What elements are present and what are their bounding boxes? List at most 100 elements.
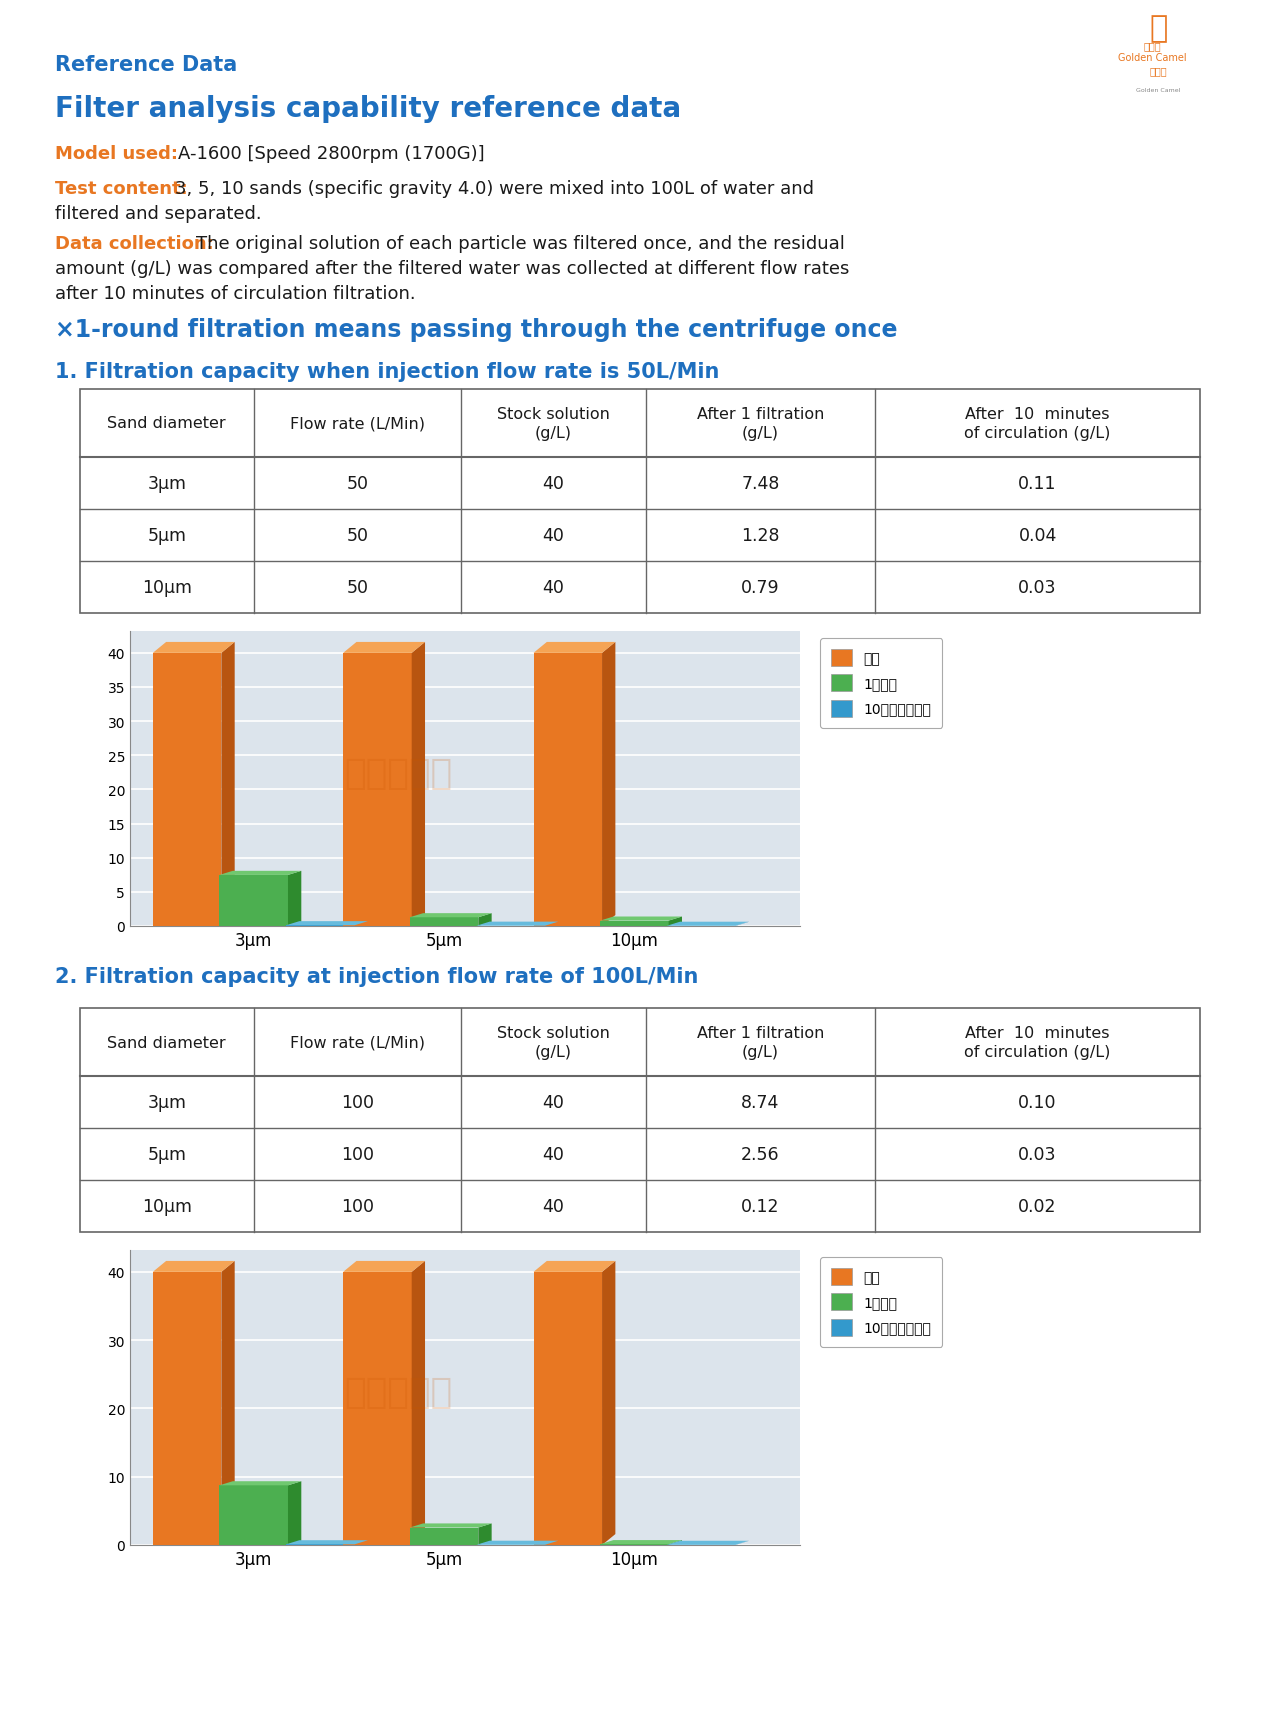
Text: 40: 40 [543,579,564,596]
Text: 100: 100 [340,1146,374,1163]
Polygon shape [410,1528,479,1546]
Text: 0.03: 0.03 [1019,1146,1057,1163]
Text: Test content:: Test content: [55,179,195,198]
Text: 2. Filtration capacity at injection flow rate of 100L/Min: 2. Filtration capacity at injection flow… [55,967,699,987]
Text: 50: 50 [346,476,369,493]
Text: 0.10: 0.10 [1019,1094,1057,1111]
Bar [79,389,1201,613]
Polygon shape [534,1272,602,1546]
Polygon shape [410,1523,492,1528]
Text: 0.12: 0.12 [741,1197,780,1215]
Legend: 原液, 1次过滤, 10分钟循环过滤: 原液, 1次过滤, 10分钟循环过滤 [820,1258,942,1347]
Polygon shape [545,1540,558,1546]
Text: 8.74: 8.74 [741,1094,780,1111]
Text: A-1600 [Speed 2800rpm (1700G)]: A-1600 [Speed 2800rpm (1700G)] [178,145,485,164]
Text: Flow rate (L/Min): Flow rate (L/Min) [289,417,425,431]
Legend: 原液, 1次过滤, 10分钟循环过滤: 原液, 1次过滤, 10分钟循环过滤 [820,639,942,729]
Polygon shape [735,1540,749,1546]
Text: 0.03: 0.03 [1019,579,1057,596]
Polygon shape [479,1523,492,1546]
Polygon shape [219,1485,288,1546]
Text: 常州金骆驼: 常州金骆驼 [344,756,452,791]
Text: 10μm: 10μm [142,1197,192,1215]
Polygon shape [355,1540,367,1546]
Text: Stock solution
(g/L): Stock solution (g/L) [497,407,609,441]
Polygon shape [152,1261,234,1272]
Polygon shape [221,1261,234,1546]
Polygon shape [602,643,616,927]
Text: 5μm: 5μm [147,1146,187,1163]
Polygon shape [343,1272,412,1546]
Polygon shape [667,922,749,927]
Text: 金骆驼
Golden Camel: 金骆驼 Golden Camel [1117,41,1187,62]
Text: 0.04: 0.04 [1019,527,1057,544]
Text: 100: 100 [340,1094,374,1111]
Polygon shape [476,1540,558,1546]
Text: 2.56: 2.56 [741,1146,780,1163]
Text: 常州金骆驼: 常州金骆驼 [344,1375,452,1409]
Text: amount (g/L) was compared after the filtered water was collected at different fl: amount (g/L) was compared after the filt… [55,260,850,277]
Text: 1.28: 1.28 [741,527,780,544]
Polygon shape [288,1482,301,1546]
Polygon shape [219,1482,301,1485]
Text: 40: 40 [543,1146,564,1163]
Text: 1. Filtration capacity when injection flow rate is 50L/Min: 1. Filtration capacity when injection fl… [55,362,719,383]
Text: after 10 minutes of circulation filtration.: after 10 minutes of circulation filtrati… [55,284,416,303]
Polygon shape [285,922,367,925]
Text: 0.11: 0.11 [1019,476,1057,493]
Polygon shape [545,922,558,927]
Polygon shape [534,653,602,927]
Text: Reference Data: Reference Data [55,55,237,76]
Text: 40: 40 [543,1197,564,1215]
Polygon shape [534,1261,616,1272]
Text: 🐪: 🐪 [1149,14,1167,43]
Polygon shape [412,1261,425,1546]
Text: 5μm: 5μm [147,527,187,544]
Text: 3μm: 3μm [147,476,187,493]
Polygon shape [476,922,558,927]
Polygon shape [221,643,234,927]
Polygon shape [600,917,682,922]
Polygon shape [355,922,367,927]
Text: Sand diameter: Sand diameter [108,417,227,431]
Text: 40: 40 [543,476,564,493]
Text: Data collection:: Data collection: [55,234,220,253]
Polygon shape [288,872,301,927]
Polygon shape [479,913,492,927]
Text: 金骆驼: 金骆驼 [1149,65,1167,76]
Text: 7.48: 7.48 [741,476,780,493]
Polygon shape [343,653,412,927]
Polygon shape [600,922,668,927]
Polygon shape [602,1261,616,1546]
Text: 40: 40 [543,1094,564,1111]
Polygon shape [410,918,479,927]
Text: After  10  minutes
of circulation (g/L): After 10 minutes of circulation (g/L) [964,1025,1111,1060]
Text: 40: 40 [543,527,564,544]
Polygon shape [285,1540,367,1544]
Text: filtered and separated.: filtered and separated. [55,205,261,222]
Polygon shape [152,643,234,653]
Text: After  10  minutes
of circulation (g/L): After 10 minutes of circulation (g/L) [964,407,1111,441]
Polygon shape [343,643,425,653]
Text: 100: 100 [340,1197,374,1215]
Text: Flow rate (L/Min): Flow rate (L/Min) [289,1036,425,1049]
Polygon shape [735,922,749,927]
Text: After 1 filtration
(g/L): After 1 filtration (g/L) [696,1025,824,1060]
Text: 50: 50 [346,527,369,544]
Text: Stock solution
(g/L): Stock solution (g/L) [497,1025,609,1060]
Text: 10μm: 10μm [142,579,192,596]
Text: Sand diameter: Sand diameter [108,1036,227,1049]
Text: 50: 50 [346,579,369,596]
Text: After 1 filtration
(g/L): After 1 filtration (g/L) [696,407,824,441]
Text: Golden Camel: Golden Camel [1137,88,1180,93]
Polygon shape [412,643,425,927]
Polygon shape [534,643,616,653]
Text: Filter analysis capability reference data: Filter analysis capability reference dat… [55,95,681,122]
Text: Model used:: Model used: [55,145,184,164]
Text: ×1-round filtration means passing through the centrifuge once: ×1-round filtration means passing throug… [55,317,897,341]
Polygon shape [667,1540,749,1546]
Polygon shape [668,917,682,927]
Polygon shape [152,1272,221,1546]
Polygon shape [668,1540,682,1546]
Text: 0.02: 0.02 [1019,1197,1057,1215]
